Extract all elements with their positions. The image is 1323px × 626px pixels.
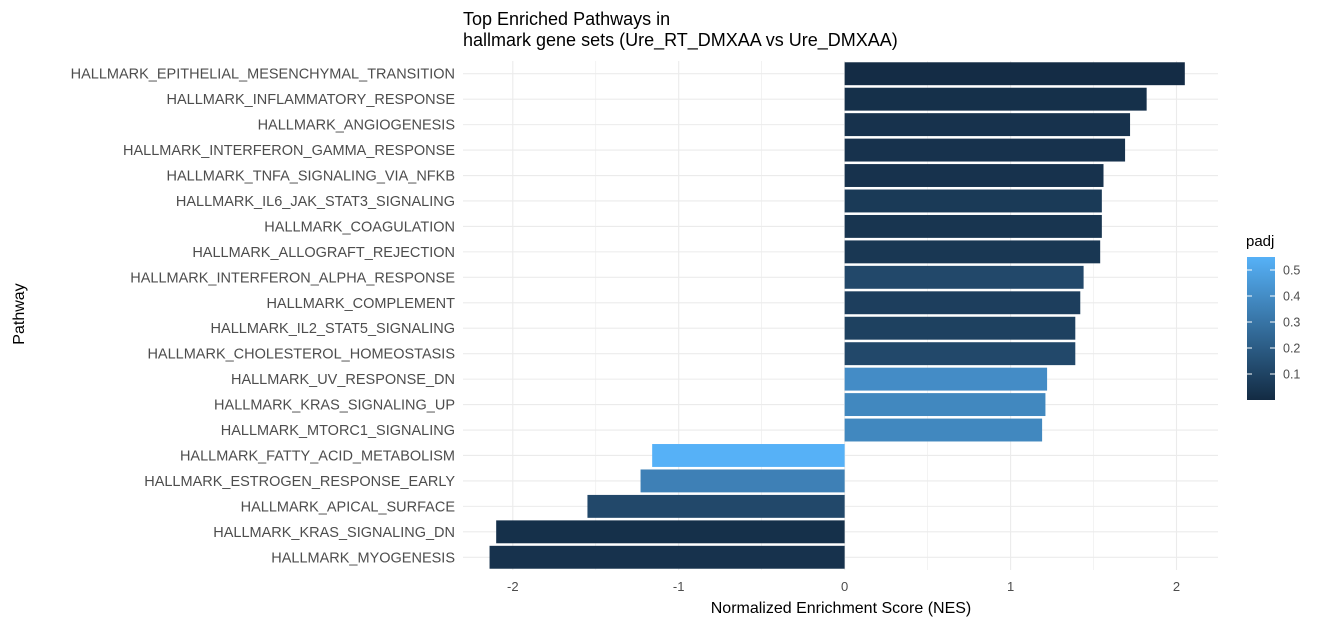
x-tick-labels: -2 -1 0 1 2 <box>507 579 1180 594</box>
x-tick-label: 2 <box>1173 579 1180 594</box>
bars <box>489 62 1185 569</box>
x-tick-label: 1 <box>1007 579 1014 594</box>
bar-hallmark-apical-surface <box>587 494 845 518</box>
bar-hallmark-uv-response-dn <box>844 367 1048 391</box>
bar-hallmark-myogenesis <box>489 545 845 569</box>
y-tick-label: HALLMARK_COMPLEMENT <box>266 296 455 312</box>
y-tick-label: HALLMARK_MYOGENESIS <box>271 550 455 566</box>
legend-tick-label: 0.5 <box>1283 264 1300 278</box>
y-tick-label: HALLMARK_KRAS_SIGNALING_DN <box>213 525 455 541</box>
bar-hallmark-complement <box>844 291 1081 315</box>
chart-title-line-1: Top Enriched Pathways in <box>463 9 670 29</box>
bar-hallmark-inflammatory-response <box>844 87 1147 111</box>
legend-tick-label: 0.3 <box>1283 316 1300 330</box>
bar-hallmark-interferon-alpha-response <box>844 265 1084 289</box>
legend-colorbar <box>1247 257 1275 400</box>
y-tick-label: HALLMARK_IL2_STAT5_SIGNALING <box>211 321 455 337</box>
y-tick-label: HALLMARK_FATTY_ACID_METABOLISM <box>180 448 455 464</box>
x-tick-label: 0 <box>841 579 848 594</box>
y-tick-label: HALLMARK_KRAS_SIGNALING_UP <box>214 398 455 414</box>
bar-hallmark-kras-signaling-dn <box>496 520 845 544</box>
bar-hallmark-il6-jak-stat3-signaling <box>844 189 1102 213</box>
y-tick-label: HALLMARK_IL6_JAK_STAT3_SIGNALING <box>176 194 455 210</box>
bar-hallmark-allograft-rejection <box>844 240 1101 264</box>
x-tick-label: -2 <box>507 579 519 594</box>
bar-hallmark-epithelial-mesenchymal-transition <box>844 62 1185 86</box>
bar-hallmark-kras-signaling-up <box>844 393 1046 417</box>
bar-hallmark-fatty-acid-metabolism <box>652 444 845 467</box>
bar-hallmark-tnfa-signaling-via-nfkb <box>844 164 1104 187</box>
y-tick-label: HALLMARK_CHOLESTEROL_HOMEOSTASIS <box>147 347 455 363</box>
y-tick-label: HALLMARK_INTERFERON_GAMMA_RESPONSE <box>123 143 455 159</box>
y-tick-label: HALLMARK_ANGIOGENESIS <box>258 118 455 134</box>
y-axis-title: Pathway <box>11 283 28 344</box>
chart-title: Top Enriched Pathways in hallmark gene s… <box>463 9 898 51</box>
bar-hallmark-interferon-gamma-response <box>844 138 1126 162</box>
y-tick-labels: HALLMARK_EPITHELIAL_MESENCHYMAL_TRANSITI… <box>71 67 456 567</box>
x-tick-label: -1 <box>673 579 685 594</box>
bar-hallmark-cholesterol-homeostasis <box>844 342 1076 366</box>
y-tick-label: HALLMARK_INFLAMMATORY_RESPONSE <box>167 92 456 108</box>
y-tick-label: HALLMARK_COAGULATION <box>264 219 455 235</box>
bar-hallmark-angiogenesis <box>844 113 1131 137</box>
y-tick-label: HALLMARK_MTORC1_SIGNALING <box>221 423 455 439</box>
x-axis-title: Normalized Enrichment Score (NES) <box>711 600 972 617</box>
grid-lines <box>463 61 1218 570</box>
y-tick-label: HALLMARK_EPITHELIAL_MESENCHYMAL_TRANSITI… <box>71 67 455 83</box>
chart-title-line-2: hallmark gene sets (Ure_RT_DMXAA vs Ure_… <box>463 30 898 51</box>
bar-hallmark-coagulation <box>844 214 1102 238</box>
legend-title: padj <box>1246 233 1274 250</box>
legend-tick-label: 0.1 <box>1283 368 1300 382</box>
bar-hallmark-estrogen-response-early <box>640 469 845 493</box>
y-tick-label: HALLMARK_UV_RESPONSE_DN <box>231 372 455 388</box>
y-tick-label: HALLMARK_ALLOGRAFT_REJECTION <box>192 245 455 261</box>
y-tick-label: HALLMARK_ESTROGEN_RESPONSE_EARLY <box>144 474 455 490</box>
legend-tick-label: 0.4 <box>1283 290 1300 304</box>
y-tick-label: HALLMARK_TNFA_SIGNALING_VIA_NFKB <box>167 169 456 185</box>
padj-legend: padj 0.1 0.2 0.3 0.4 0.5 <box>1246 233 1300 400</box>
bar-hallmark-mtorc1-signaling <box>844 418 1043 442</box>
bar-hallmark-il2-stat5-signaling <box>844 316 1076 340</box>
y-tick-label: HALLMARK_INTERFERON_ALPHA_RESPONSE <box>130 270 455 286</box>
y-tick-label: HALLMARK_APICAL_SURFACE <box>241 499 456 515</box>
legend-tick-label: 0.2 <box>1283 342 1300 356</box>
